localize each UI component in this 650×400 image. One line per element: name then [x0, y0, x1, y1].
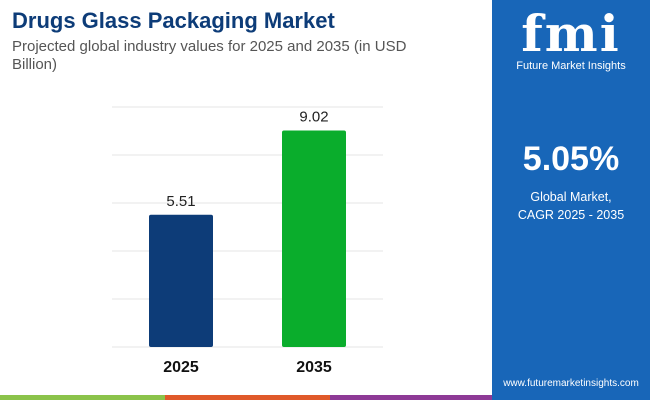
data-label: 9.02: [299, 109, 328, 126]
footer-strip-purple: [330, 395, 492, 400]
bar-chart: 5.51 2025 9.02 2035: [112, 106, 383, 376]
cagr-label-line2: CAGR 2025 - 2035: [517, 208, 625, 222]
x-tick-label: 2025: [163, 359, 199, 376]
chart-subtitle: Projected global industry values for 202…: [12, 38, 407, 73]
cagr-value: 5.05%: [522, 140, 620, 178]
fmi-logo: fmi Future Market Insights: [492, 4, 650, 73]
cagr-label: Global Market, CAGR 2025 - 2035: [492, 188, 650, 224]
brand-name: Future Market Insights: [516, 60, 626, 72]
chart-title: Drugs Glass Packaging Market: [12, 8, 335, 33]
logo-text: fmi: [521, 4, 621, 63]
footer-strip-green: [0, 395, 165, 400]
sidebar-panel: fmi Future Market Insights 5.05% Global …: [492, 0, 650, 400]
data-label: 5.51: [166, 193, 195, 210]
footer-strip-orange: [165, 395, 330, 400]
cagr-label-line1: Global Market,: [530, 190, 612, 204]
bar-2035: [282, 130, 346, 347]
x-tick-label: 2035: [296, 359, 332, 376]
bar-2025: [149, 214, 213, 347]
website-url: www.futuremarketinsights.com: [503, 378, 639, 389]
